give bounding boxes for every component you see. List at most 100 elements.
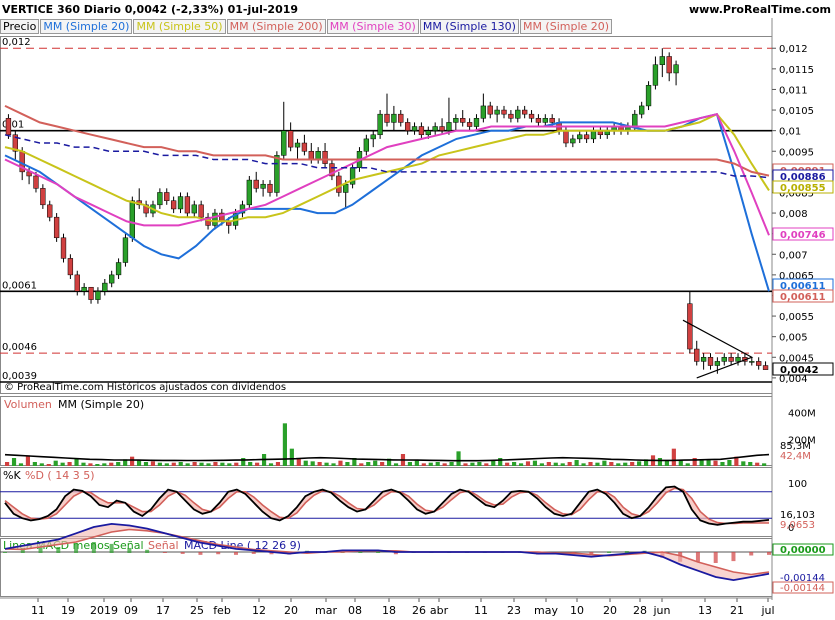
candle-body <box>281 130 287 156</box>
stoch-value-label: 9,0653 <box>780 520 815 531</box>
price-value-box <box>772 289 834 303</box>
volume-bar <box>338 460 343 466</box>
stoch-k-title: %K <box>3 469 21 482</box>
volume-bar <box>546 462 551 466</box>
candle-body <box>563 130 569 144</box>
x-tick-label: 19 <box>61 604 75 617</box>
x-tick-label: 20 <box>603 604 617 617</box>
candle-body <box>577 134 583 140</box>
macd-value-label: 0,00000 <box>780 545 826 556</box>
volume-title: Volumen <box>4 398 52 411</box>
candle-body <box>322 151 328 164</box>
volume-bar <box>449 462 454 466</box>
volume-bar <box>602 460 607 466</box>
candle-body <box>198 204 204 218</box>
volume-bar <box>421 463 426 466</box>
volume-bar <box>595 462 600 466</box>
candle-body <box>88 286 94 300</box>
volume-ma-title: MM (Simple 20) <box>58 398 144 411</box>
candle-body <box>639 105 645 115</box>
candle-body <box>700 357 707 362</box>
candle-body <box>425 130 431 136</box>
volume-bar <box>755 462 760 466</box>
volume-bar <box>463 463 468 466</box>
volume-bar <box>442 463 447 466</box>
price-value-label: 0,00746 <box>780 230 826 241</box>
candle-body <box>590 130 597 140</box>
volume-bar <box>428 462 433 466</box>
candle-body <box>501 109 507 115</box>
x-tick-label: jun <box>653 604 671 617</box>
x-tick-label: 23 <box>507 604 521 617</box>
candle-body <box>253 179 259 189</box>
x-tick-label: 17 <box>156 604 170 617</box>
candle-body <box>74 274 80 292</box>
candle-body <box>246 179 253 206</box>
macd-histogram-bar <box>20 548 25 553</box>
x-tick-label: 20 <box>284 604 298 617</box>
candle-body <box>81 286 87 292</box>
volume-bar <box>498 458 503 466</box>
volume-bar <box>671 448 676 466</box>
candle-body <box>294 142 301 148</box>
price-value-box <box>772 180 834 194</box>
price-tick-label: 0,0065 <box>779 271 814 282</box>
candle-body <box>336 175 342 193</box>
candle-body <box>60 237 67 259</box>
macd-histogram-bar <box>269 552 274 555</box>
legend-item[interactable]: MM (Simple 20) <box>40 19 133 34</box>
macd-histogram-bar <box>145 549 150 553</box>
legend-item[interactable]: MM (Simple 30) <box>326 19 419 34</box>
price-value-label: 0,00611 <box>780 292 826 303</box>
moving-average-line <box>4 104 770 177</box>
volume-bar <box>762 463 767 466</box>
volume-bar <box>414 460 419 466</box>
candle-body <box>5 118 12 136</box>
legend-item[interactable]: Precio <box>0 19 40 34</box>
volume-bar <box>220 462 225 466</box>
legend-item[interactable]: MM (Simple 50) <box>133 19 226 34</box>
candle-body <box>95 291 101 300</box>
candle-body <box>212 212 218 226</box>
candle-body <box>301 142 308 152</box>
volume-bar <box>678 460 683 466</box>
candle-body <box>756 361 762 366</box>
price-tick-label: 0,005 <box>779 333 808 344</box>
price-tick-label: 0,0115 <box>779 65 814 76</box>
volume-bar <box>60 462 65 466</box>
x-tick-label: 08 <box>348 604 362 617</box>
candle-body <box>115 262 122 276</box>
candle-body <box>53 216 60 239</box>
candle-body <box>515 109 521 119</box>
volume-bar <box>18 463 24 466</box>
legend-item[interactable]: MM (Simple 200) <box>226 19 326 34</box>
volume-bar <box>213 462 218 466</box>
volume-bar <box>227 463 232 466</box>
volume-bar <box>178 462 183 466</box>
price-tick-label: 0,004 <box>779 374 808 385</box>
candle-body <box>694 348 700 362</box>
macd-histogram-bar <box>38 547 43 553</box>
macd-histogram-bar <box>216 552 221 555</box>
candle-body <box>714 361 721 366</box>
volume-bar <box>518 463 524 466</box>
candle-body <box>157 192 163 206</box>
legend-item[interactable]: MM (Simple 130) <box>419 19 519 34</box>
price-tick-label: 0,0085 <box>779 188 814 199</box>
candle-body <box>47 204 53 218</box>
volume-bar <box>74 458 79 466</box>
x-tick-label: 26 <box>412 604 426 617</box>
macd-histogram-bar <box>91 542 96 553</box>
macd-histogram-bar <box>127 547 132 553</box>
candle-body <box>460 118 466 123</box>
indicator-legend: Precio MM (Simple 20) MM (Simple 50) MM (Si… <box>0 19 613 34</box>
volume-bar <box>164 463 169 466</box>
price-tick-label: 0,007 <box>779 250 808 261</box>
legend-item[interactable]: MM (Simple 20) <box>519 19 613 34</box>
level-label: 0,01 <box>2 120 24 131</box>
volume-bar <box>116 462 121 466</box>
site-url[interactable]: www.ProRealTime.com <box>688 3 831 16</box>
candle-body <box>632 113 638 127</box>
moving-average-line <box>4 134 770 179</box>
